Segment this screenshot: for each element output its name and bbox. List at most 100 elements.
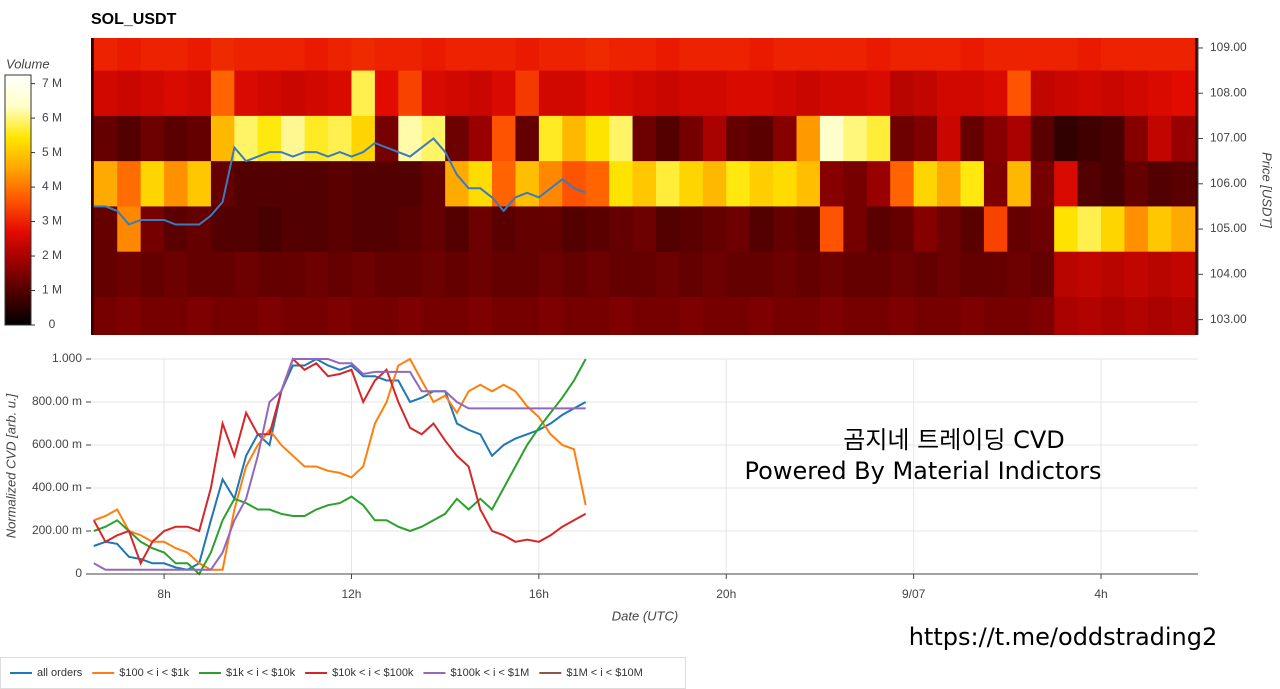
heat-cell	[562, 38, 587, 72]
heat-cell	[281, 296, 306, 335]
heat-cell	[866, 115, 891, 162]
heat-cell	[773, 296, 798, 335]
heat-cell	[1007, 161, 1032, 208]
x-tick-label: 4h	[1094, 587, 1107, 601]
heat-cell	[164, 38, 189, 72]
heat-cell	[585, 206, 610, 253]
heat-cell	[1077, 296, 1102, 335]
heat-cell	[515, 38, 540, 72]
heat-cell	[93, 70, 118, 117]
heat-cell	[655, 251, 681, 298]
heat-cell	[655, 206, 681, 253]
heat-cell	[421, 206, 446, 253]
heat-cell	[140, 161, 165, 208]
heat-cell	[187, 70, 212, 117]
heat-cell	[164, 70, 189, 117]
heat-cell	[421, 161, 446, 208]
heat-cell	[492, 115, 517, 162]
heat-cell	[890, 206, 915, 253]
heat-cell	[773, 251, 798, 298]
heat-cell	[655, 161, 681, 208]
heat-cell	[257, 38, 282, 72]
heat-cell	[281, 251, 306, 298]
heat-cell	[913, 251, 938, 298]
heat-cell	[609, 206, 634, 253]
heat-cell	[351, 251, 376, 298]
heat-cell	[1171, 251, 1196, 298]
heat-cell	[351, 206, 376, 253]
heat-cell	[1077, 251, 1102, 298]
legend-label: $10k < i < $100k	[332, 667, 414, 679]
heat-cell	[585, 296, 610, 335]
heat-cell	[960, 38, 985, 72]
heat-cell	[983, 296, 1008, 335]
heat-cell	[187, 161, 212, 208]
heat-cell	[538, 70, 563, 117]
heat-cell	[1054, 161, 1079, 208]
cvd-line	[93, 357, 587, 571]
heat-cell	[374, 161, 399, 208]
heat-cell	[796, 115, 821, 162]
heat-cell	[398, 70, 423, 117]
heat-cell	[913, 296, 938, 335]
heat-cell	[515, 206, 540, 253]
heat-cell	[866, 296, 891, 335]
heat-cell	[234, 115, 259, 162]
x-tick-label: 9/07	[902, 587, 926, 601]
heat-cell	[445, 115, 470, 162]
heat-cell	[819, 296, 844, 335]
heat-cell	[515, 251, 540, 298]
heat-cell	[281, 161, 306, 208]
heat-cell	[1171, 70, 1196, 117]
legend-label: all orders	[37, 667, 83, 679]
watermark-title: 곰지네 트레이딩 CVD	[843, 426, 1064, 454]
heat-cell	[328, 251, 353, 298]
heat-cell	[726, 161, 751, 208]
heat-cell	[117, 70, 142, 117]
heat-cell	[140, 115, 165, 162]
heat-cell	[1077, 70, 1102, 117]
heat-cell	[1171, 296, 1196, 335]
colorbar-tick-label: 4 M	[42, 179, 62, 193]
heat-cell	[515, 296, 540, 335]
heat-cell	[538, 296, 563, 335]
heat-cell	[164, 115, 189, 162]
heat-cell	[515, 161, 540, 208]
heat-cell	[234, 206, 259, 253]
heat-cell	[702, 70, 727, 117]
heat-cell	[140, 38, 165, 72]
heat-cell	[328, 296, 353, 335]
heat-cell	[468, 161, 493, 208]
heat-cell	[773, 206, 798, 253]
heat-cell	[374, 251, 399, 298]
heat-cell	[1101, 296, 1126, 335]
heat-cell	[913, 206, 938, 253]
x-axis-label: Date (UTC)	[612, 608, 678, 623]
heat-cell	[93, 296, 118, 335]
heat-cell	[164, 251, 189, 298]
heat-cell	[679, 70, 704, 117]
colorbar-tick-label: 5 M	[42, 145, 62, 159]
heat-cell	[937, 115, 962, 162]
heat-cell	[140, 251, 165, 298]
heat-cell	[281, 115, 306, 162]
heat-cell	[796, 161, 821, 208]
heat-cell	[1007, 70, 1032, 117]
heat-cell	[234, 161, 259, 208]
heat-cell	[1171, 206, 1196, 253]
heat-cell	[960, 115, 985, 162]
heat-cell	[819, 251, 844, 298]
cvd-grid	[91, 358, 1198, 575]
cvd-line	[93, 358, 586, 571]
heat-cell	[351, 70, 376, 117]
heat-cell	[702, 115, 727, 162]
heat-cell	[257, 251, 282, 298]
heat-cell	[960, 161, 985, 208]
heat-cell	[93, 251, 118, 298]
heat-cell	[913, 161, 938, 208]
heat-cell	[819, 206, 844, 253]
y-tick-label: 1.000	[52, 351, 82, 365]
price-tick-label: 108.00	[1210, 85, 1247, 99]
heat-cell	[609, 70, 634, 117]
heat-cell	[398, 38, 423, 72]
